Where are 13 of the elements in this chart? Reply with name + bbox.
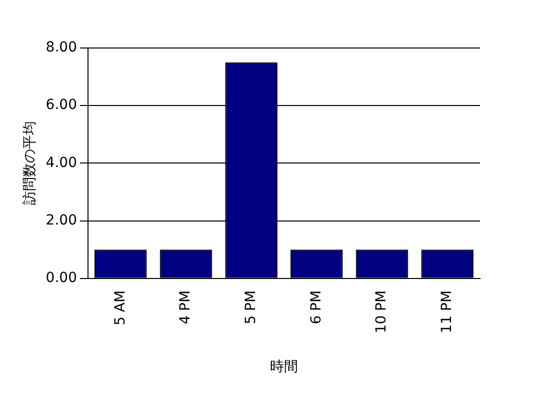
- x-tick-label: 4 PM: [178, 290, 194, 324]
- y-axis-title: 訪問数の平均: [22, 121, 38, 206]
- y-tick-label: 4.00: [46, 154, 77, 171]
- x-tick-label: 5 AM: [112, 290, 128, 326]
- x-tick-label: 5 PM: [242, 290, 259, 324]
- x-tick-label: 6 PM: [308, 290, 324, 324]
- x-axis-title: 時間: [270, 359, 298, 376]
- y-tick-label: 2.00: [46, 212, 77, 228]
- y-tick-label: 0.00: [46, 270, 77, 286]
- x-tick-label: 10 PM: [374, 290, 390, 334]
- x-tick-label: 11 PM: [438, 290, 455, 334]
- y-tick-label: 6.00: [46, 97, 77, 114]
- y-tick-label: 8.00: [46, 40, 77, 56]
